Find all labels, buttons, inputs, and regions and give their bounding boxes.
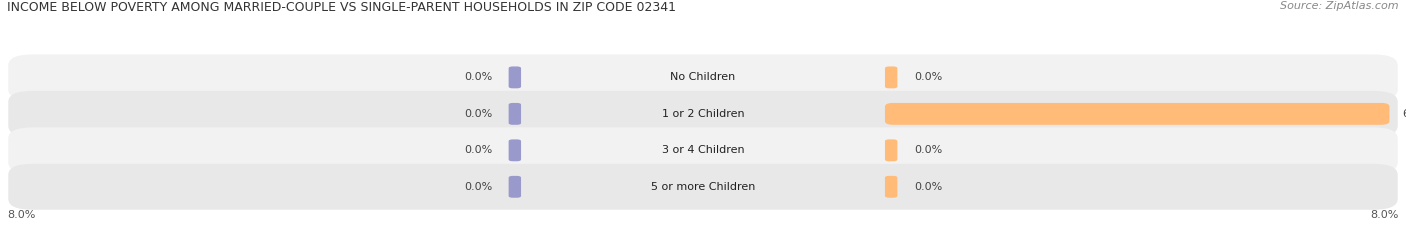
Text: 0.0%: 0.0% — [914, 72, 942, 82]
Text: 1 or 2 Children: 1 or 2 Children — [662, 109, 744, 119]
FancyBboxPatch shape — [509, 66, 522, 88]
FancyBboxPatch shape — [884, 66, 897, 88]
Text: 5 or more Children: 5 or more Children — [651, 182, 755, 192]
FancyBboxPatch shape — [509, 103, 522, 125]
Text: 0.0%: 0.0% — [464, 145, 492, 155]
Text: 0.0%: 0.0% — [464, 109, 492, 119]
FancyBboxPatch shape — [8, 164, 1398, 210]
Text: 0.0%: 0.0% — [464, 182, 492, 192]
Text: 6.1%: 6.1% — [1402, 109, 1406, 119]
Text: 0.0%: 0.0% — [464, 72, 492, 82]
Text: INCOME BELOW POVERTY AMONG MARRIED-COUPLE VS SINGLE-PARENT HOUSEHOLDS IN ZIP COD: INCOME BELOW POVERTY AMONG MARRIED-COUPL… — [7, 1, 676, 14]
FancyBboxPatch shape — [884, 139, 897, 161]
FancyBboxPatch shape — [509, 176, 522, 198]
FancyBboxPatch shape — [884, 176, 897, 198]
FancyBboxPatch shape — [8, 55, 1398, 100]
Text: 0.0%: 0.0% — [914, 182, 942, 192]
Text: 8.0%: 8.0% — [1371, 210, 1399, 220]
Text: 0.0%: 0.0% — [914, 145, 942, 155]
Text: No Children: No Children — [671, 72, 735, 82]
Text: 3 or 4 Children: 3 or 4 Children — [662, 145, 744, 155]
Text: Source: ZipAtlas.com: Source: ZipAtlas.com — [1281, 1, 1399, 11]
Text: 8.0%: 8.0% — [7, 210, 35, 220]
FancyBboxPatch shape — [884, 103, 1389, 125]
FancyBboxPatch shape — [509, 139, 522, 161]
FancyBboxPatch shape — [8, 127, 1398, 173]
FancyBboxPatch shape — [8, 91, 1398, 137]
